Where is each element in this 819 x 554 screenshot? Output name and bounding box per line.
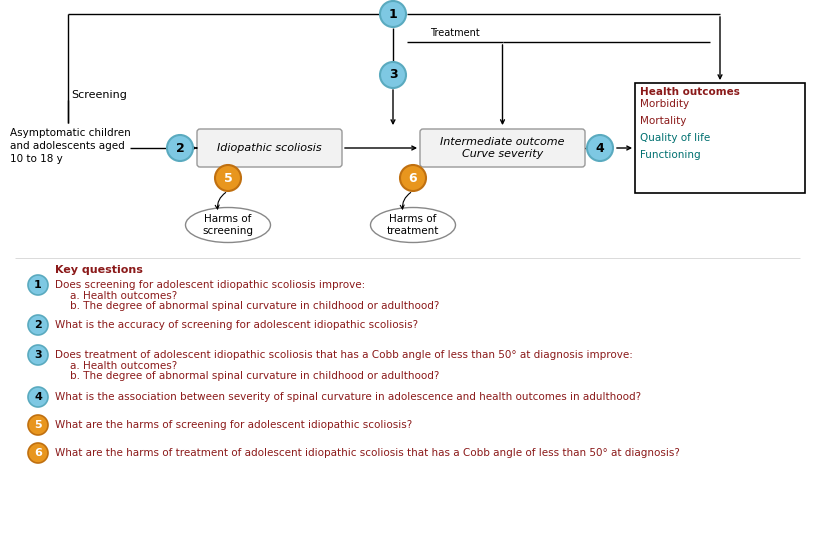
Text: Quality of life: Quality of life [640, 133, 710, 143]
Text: Morbidity: Morbidity [640, 99, 689, 109]
Text: Health outcomes: Health outcomes [640, 87, 740, 97]
Text: 3: 3 [34, 350, 42, 360]
Text: 5: 5 [224, 172, 233, 184]
Text: Idiopathic scoliosis: Idiopathic scoliosis [217, 143, 322, 153]
Ellipse shape [185, 208, 270, 243]
Circle shape [28, 387, 48, 407]
Text: Treatment: Treatment [430, 28, 480, 38]
Circle shape [28, 415, 48, 435]
Text: What are the harms of screening for adolescent idiopathic scoliosis?: What are the harms of screening for adol… [55, 420, 412, 430]
FancyBboxPatch shape [420, 129, 585, 167]
Text: Screening: Screening [71, 90, 127, 100]
Text: 2: 2 [175, 141, 184, 155]
Text: 4: 4 [34, 392, 42, 402]
Text: 5: 5 [34, 420, 42, 430]
Circle shape [28, 315, 48, 335]
Text: Harms of
treatment: Harms of treatment [387, 214, 439, 236]
Bar [635, 83, 805, 193]
Text: Key questions: Key questions [55, 265, 143, 275]
Text: 1: 1 [389, 8, 397, 20]
Ellipse shape [370, 208, 455, 243]
Text: Intermediate outcome
Curve severity: Intermediate outcome Curve severity [441, 137, 565, 159]
Text: What are the harms of treatment of adolescent idiopathic scoliosis that has a Co: What are the harms of treatment of adole… [55, 448, 680, 458]
Text: 2: 2 [34, 320, 42, 330]
Circle shape [28, 345, 48, 365]
Circle shape [167, 135, 193, 161]
Text: a. Health outcomes?: a. Health outcomes? [70, 361, 177, 371]
Text: Does screening for adolescent idiopathic scoliosis improve:: Does screening for adolescent idiopathic… [55, 280, 365, 290]
Circle shape [28, 275, 48, 295]
Text: 4: 4 [595, 141, 604, 155]
Text: a. Health outcomes?: a. Health outcomes? [70, 291, 177, 301]
FancyBboxPatch shape [197, 129, 342, 167]
Text: Mortality: Mortality [640, 116, 686, 126]
Text: Harms of
screening: Harms of screening [202, 214, 254, 236]
Text: Functioning: Functioning [640, 150, 700, 160]
Text: What is the accuracy of screening for adolescent idiopathic scoliosis?: What is the accuracy of screening for ad… [55, 320, 419, 330]
Circle shape [215, 165, 241, 191]
Text: 1: 1 [34, 280, 42, 290]
Text: Asymptomatic children
and adolescents aged
10 to 18 y: Asymptomatic children and adolescents ag… [10, 128, 131, 165]
Circle shape [380, 62, 406, 88]
Circle shape [400, 165, 426, 191]
Text: 6: 6 [409, 172, 418, 184]
Text: 3: 3 [389, 69, 397, 81]
Circle shape [587, 135, 613, 161]
Text: b. The degree of abnormal spinal curvature in childhood or adulthood?: b. The degree of abnormal spinal curvatu… [70, 371, 439, 381]
Circle shape [28, 443, 48, 463]
Text: b. The degree of abnormal spinal curvature in childhood or adulthood?: b. The degree of abnormal spinal curvatu… [70, 301, 439, 311]
Circle shape [380, 1, 406, 27]
Text: Does treatment of adolescent idiopathic scoliosis that has a Cobb angle of less : Does treatment of adolescent idiopathic … [55, 350, 633, 360]
Text: What is the association between severity of spinal curvature in adolescence and : What is the association between severity… [55, 392, 641, 402]
Text: 6: 6 [34, 448, 42, 458]
